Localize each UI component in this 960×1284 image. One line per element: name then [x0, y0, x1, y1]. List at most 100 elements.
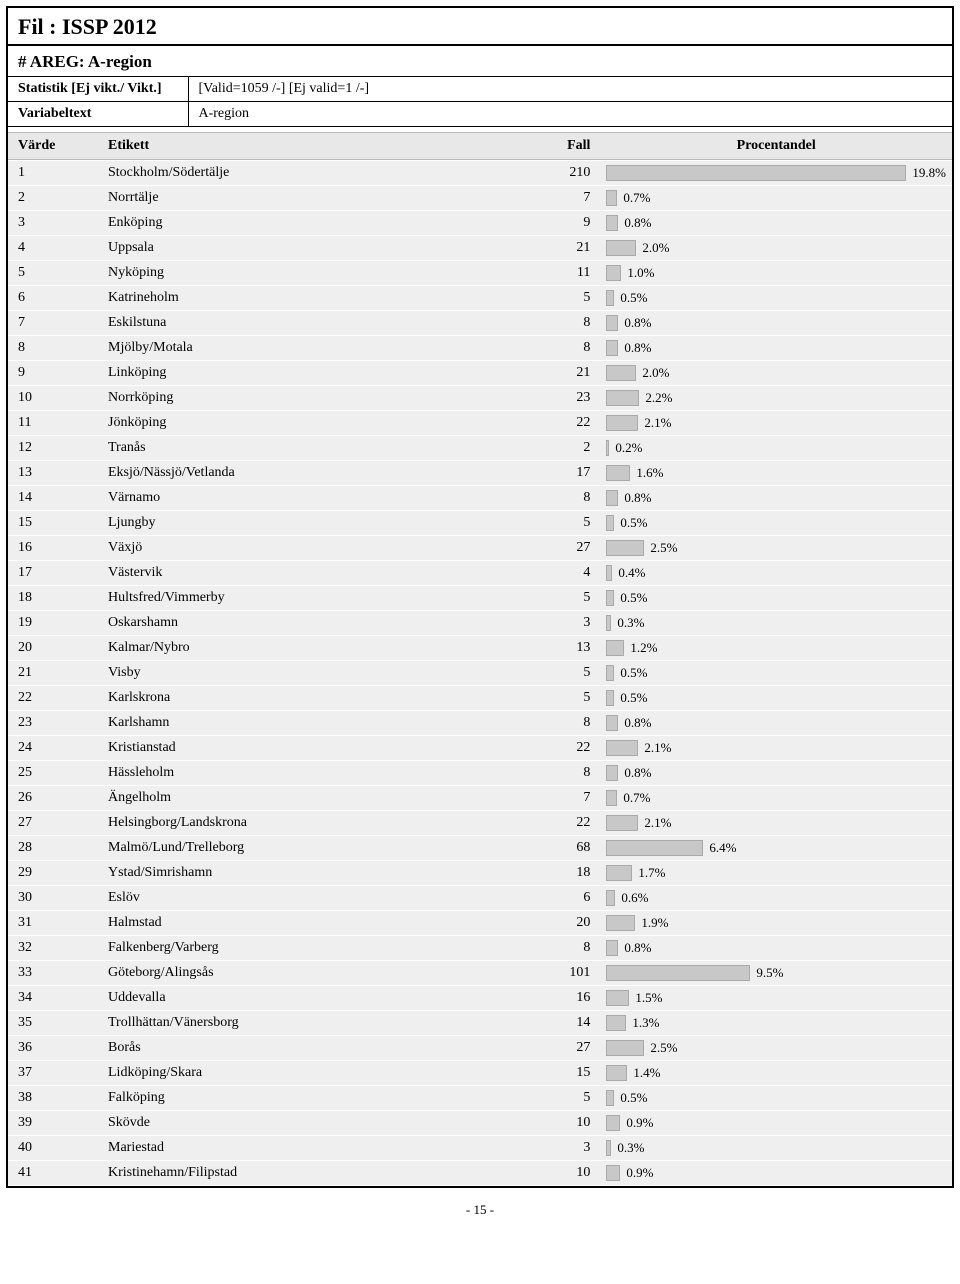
cell-etikett: Mjölby/Motala	[98, 336, 520, 360]
bar	[606, 590, 614, 606]
bar	[606, 165, 906, 181]
cell-fall: 5	[520, 686, 600, 710]
cell-varde: 8	[8, 336, 98, 360]
table-row: 12Tranås20.2%	[8, 436, 952, 460]
pct-label: 0.6%	[621, 890, 648, 906]
cell-fall: 21	[520, 361, 600, 385]
cell-varde: 35	[8, 1011, 98, 1035]
table-row: 23Karlshamn80.8%	[8, 711, 952, 735]
bar-wrap: 0.5%	[606, 665, 946, 681]
cell-fall: 5	[520, 1086, 600, 1110]
bar	[606, 1115, 620, 1131]
cell-procent: 0.9%	[600, 1161, 952, 1185]
bar	[606, 990, 629, 1006]
col-header-procent: Procentandel	[600, 132, 952, 160]
cell-varde: 40	[8, 1136, 98, 1160]
cell-procent: 0.2%	[600, 436, 952, 460]
cell-etikett: Katrineholm	[98, 286, 520, 310]
bar	[606, 1040, 644, 1056]
pct-label: 0.8%	[624, 765, 651, 781]
cell-varde: 30	[8, 886, 98, 910]
cell-varde: 34	[8, 986, 98, 1010]
bar-wrap: 0.8%	[606, 215, 946, 231]
table-row: 9Linköping212.0%	[8, 361, 952, 385]
cell-procent: 0.6%	[600, 886, 952, 910]
cell-varde: 38	[8, 1086, 98, 1110]
cell-varde: 1	[8, 161, 98, 185]
bar-wrap: 0.8%	[606, 340, 946, 356]
cell-etikett: Norrtälje	[98, 186, 520, 210]
table-row: 14Värnamo80.8%	[8, 486, 952, 510]
bar	[606, 740, 638, 756]
pct-label: 1.2%	[630, 640, 657, 656]
cell-fall: 8	[520, 311, 600, 335]
cell-etikett: Västervik	[98, 561, 520, 585]
cell-etikett: Norrköping	[98, 386, 520, 410]
bar-wrap: 2.0%	[606, 240, 946, 256]
stat-label: Statistik [Ej vikt./ Vikt.]	[8, 77, 188, 102]
pct-label: 0.8%	[624, 715, 651, 731]
table-row: 34Uddevalla161.5%	[8, 986, 952, 1010]
bar	[606, 390, 639, 406]
bar	[606, 1065, 627, 1081]
bar	[606, 340, 618, 356]
bar	[606, 565, 612, 581]
cell-varde: 25	[8, 761, 98, 785]
pct-label: 0.5%	[620, 590, 647, 606]
file-title: Fil : ISSP 2012	[8, 8, 952, 46]
pct-label: 0.9%	[626, 1115, 653, 1131]
pct-label: 0.2%	[615, 440, 642, 456]
cell-etikett: Eskilstuna	[98, 311, 520, 335]
cell-procent: 0.8%	[600, 486, 952, 510]
cell-fall: 22	[520, 811, 600, 835]
cell-fall: 210	[520, 161, 600, 185]
bar	[606, 640, 624, 656]
cell-varde: 19	[8, 611, 98, 635]
cell-etikett: Trollhättan/Vänersborg	[98, 1011, 520, 1035]
bar	[606, 840, 703, 856]
bar	[606, 690, 614, 706]
bar-wrap: 1.5%	[606, 990, 946, 1006]
bar-wrap: 0.7%	[606, 190, 946, 206]
table-row: 16Växjö272.5%	[8, 536, 952, 560]
cell-fall: 22	[520, 736, 600, 760]
cell-varde: 39	[8, 1111, 98, 1135]
bar-wrap: 0.7%	[606, 790, 946, 806]
cell-fall: 10	[520, 1161, 600, 1185]
cell-varde: 28	[8, 836, 98, 860]
bar-wrap: 0.3%	[606, 1140, 946, 1156]
bar-wrap: 2.1%	[606, 415, 946, 431]
bar-wrap: 0.8%	[606, 765, 946, 781]
pct-label: 0.5%	[620, 1090, 647, 1106]
cell-etikett: Kalmar/Nybro	[98, 636, 520, 660]
bar	[606, 265, 621, 281]
bar-wrap: 0.5%	[606, 690, 946, 706]
bar	[606, 965, 750, 981]
table-row: 32Falkenberg/Varberg80.8%	[8, 936, 952, 960]
pct-label: 0.5%	[620, 690, 647, 706]
cell-etikett: Växjö	[98, 536, 520, 560]
bar-wrap: 1.6%	[606, 465, 946, 481]
cell-procent: 19.8%	[600, 161, 952, 185]
bar	[606, 665, 614, 681]
cell-procent: 1.2%	[600, 636, 952, 660]
cell-fall: 21	[520, 236, 600, 260]
cell-varde: 10	[8, 386, 98, 410]
bar	[606, 765, 618, 781]
cell-varde: 16	[8, 536, 98, 560]
cell-varde: 15	[8, 511, 98, 535]
pct-label: 1.6%	[636, 465, 663, 481]
col-header-fall: Fall	[520, 132, 600, 160]
cell-procent: 1.6%	[600, 461, 952, 485]
pct-label: 2.2%	[645, 390, 672, 406]
cell-etikett: Enköping	[98, 211, 520, 235]
cell-procent: 0.8%	[600, 711, 952, 735]
table-row: 26Ängelholm70.7%	[8, 786, 952, 810]
table-row: 1Stockholm/Södertälje21019.8%	[8, 161, 952, 185]
bar-wrap: 0.5%	[606, 590, 946, 606]
cell-fall: 3	[520, 611, 600, 635]
cell-fall: 14	[520, 1011, 600, 1035]
bar	[606, 415, 638, 431]
bar-wrap: 0.4%	[606, 565, 946, 581]
bar-wrap: 0.9%	[606, 1165, 946, 1181]
